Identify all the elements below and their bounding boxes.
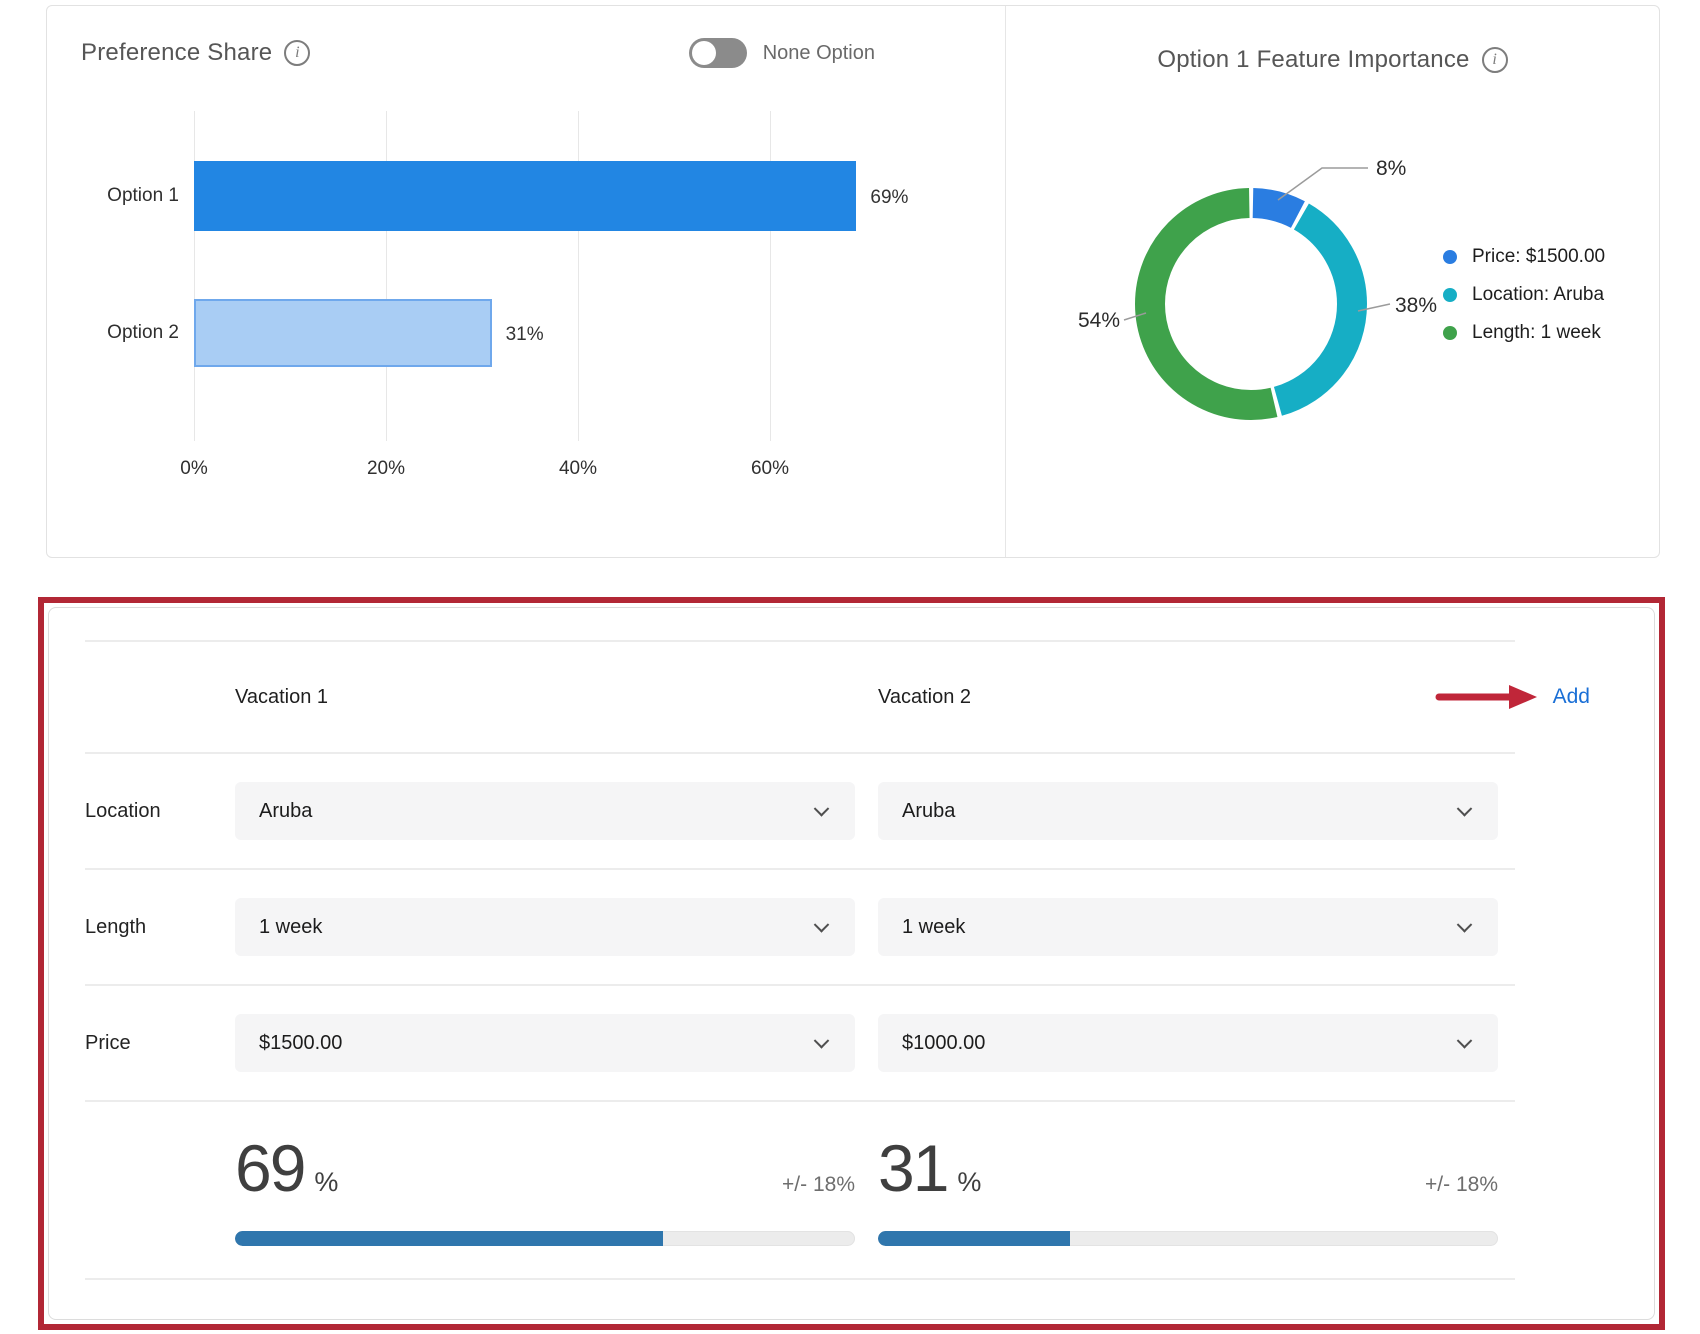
feature-importance-title: Option 1 Feature Importance (1157, 46, 1470, 73)
legend-dot-price (1443, 250, 1457, 264)
preference-share-panel: Preference Share i None Option Option 1 … (47, 6, 1005, 557)
gridline (386, 111, 387, 441)
slice-percent-label: 54% (1078, 309, 1120, 332)
bar-category-label: Option 1 (107, 185, 179, 206)
share-unit: % (957, 1166, 982, 1197)
attribute-row-length: Length 1 week 1 week (85, 870, 1654, 984)
feature-importance-donut-chart: 8% 38% 54% (1078, 157, 1437, 420)
bar-option-2 (194, 299, 492, 367)
divider (85, 752, 1515, 754)
legend-item: Length: 1 week (1443, 314, 1605, 352)
slice-percent-label: 38% (1395, 294, 1437, 317)
info-icon[interactable]: i (284, 40, 311, 66)
gridline (194, 111, 195, 441)
chevron-down-icon (813, 917, 830, 933)
chevron-down-icon (1456, 1033, 1473, 1049)
chevron-down-icon (1456, 917, 1473, 933)
toggle-knob (691, 41, 716, 65)
legend-item: Price: $1500.00 (1443, 238, 1605, 276)
row-label: Price (85, 1031, 131, 1054)
info-icon[interactable]: i (1481, 47, 1508, 73)
result-vacation-1: 69 % +/- 18% (235, 1135, 855, 1246)
divider (85, 1100, 1515, 1102)
column-header-row: Vacation 1 Vacation 2 Add (85, 642, 1654, 752)
share-progress-fill (878, 1230, 1071, 1246)
share-error-margin: +/- 18% (1425, 1172, 1498, 1196)
charts-container: Preference Share i None Option Option 1 … (46, 5, 1660, 558)
share-progress-track (878, 1230, 1498, 1246)
preference-share-bar-chart: Option 1 69% Option 2 31% 0% 20% 40% 60% (107, 111, 908, 479)
chevron-down-icon (813, 801, 830, 817)
divider (85, 868, 1515, 870)
share-value: 69 (235, 1130, 306, 1205)
chevron-down-icon (1456, 801, 1473, 817)
column-header-vacation-2: Vacation 2 (878, 685, 972, 708)
price-select-vacation-1[interactable]: $1500.00 (235, 1014, 855, 1072)
gridline (770, 111, 771, 441)
scenario-editor-card: Vacation 1 Vacation 2 Add Location (48, 607, 1655, 1320)
label-connector (1357, 303, 1391, 312)
row-label: Length (85, 915, 147, 938)
share-progress-track (235, 1230, 855, 1246)
feature-importance-panel: Option 1 Feature Importance i 8% 38% 54%… (1005, 6, 1659, 557)
location-select-vacation-2[interactable]: Aruba (878, 782, 1498, 840)
slice-percent-label: 8% (1376, 157, 1406, 180)
chevron-down-icon (813, 1033, 830, 1049)
attribute-row-location: Location Aruba Aruba (85, 754, 1654, 868)
legend-item: Location: Aruba (1443, 276, 1605, 314)
bar-option-1 (194, 161, 857, 231)
none-option-toggle[interactable] (688, 38, 747, 68)
bar-value-label: 69% (870, 187, 909, 208)
label-connector (1123, 312, 1147, 321)
results-row: 69 % +/- 18% 31 % +/- 18% (85, 1102, 1654, 1278)
row-label: Location (85, 799, 161, 822)
divider (85, 984, 1515, 986)
location-select-vacation-1[interactable]: Aruba (235, 782, 855, 840)
share-progress-fill (235, 1230, 663, 1246)
annotation-arrow-icon (1435, 685, 1537, 709)
label-connector (1277, 167, 1368, 201)
length-select-vacation-1[interactable]: 1 week (235, 898, 855, 956)
gridline (578, 111, 579, 441)
add-option-link[interactable]: Add (1552, 685, 1590, 708)
price-select-vacation-2[interactable]: $1000.00 (878, 1014, 1498, 1072)
legend-dot-length (1443, 326, 1457, 340)
donut-segment-location (1135, 188, 1367, 420)
bar-value-label: 31% (505, 324, 544, 345)
donut-legend: Price: $1500.00 Location: Aruba Length: … (1443, 238, 1605, 352)
share-error-margin: +/- 18% (782, 1172, 855, 1196)
x-axis-tick: 40% (558, 458, 598, 479)
x-axis-tick: 60% (750, 458, 790, 479)
x-axis-tick: 20% (366, 458, 406, 479)
divider (85, 1278, 1515, 1280)
bar-category-label: Option 2 (107, 322, 179, 343)
share-value: 31 (878, 1130, 949, 1205)
share-unit: % (314, 1166, 339, 1197)
legend-dot-location (1443, 288, 1457, 302)
divider (85, 640, 1515, 642)
highlight-frame: Vacation 1 Vacation 2 Add Location (38, 597, 1665, 1330)
preference-share-title: Preference Share (81, 39, 273, 66)
donut-segment-length (1135, 188, 1367, 420)
none-option-label: None Option (762, 41, 875, 64)
result-vacation-2: 31 % +/- 18% (878, 1135, 1498, 1246)
column-header-vacation-1: Vacation 1 (235, 685, 329, 708)
x-axis-tick: 0% (180, 458, 208, 479)
length-select-vacation-2[interactable]: 1 week (878, 898, 1498, 956)
attribute-row-price: Price $1500.00 $1000.00 (85, 986, 1654, 1100)
